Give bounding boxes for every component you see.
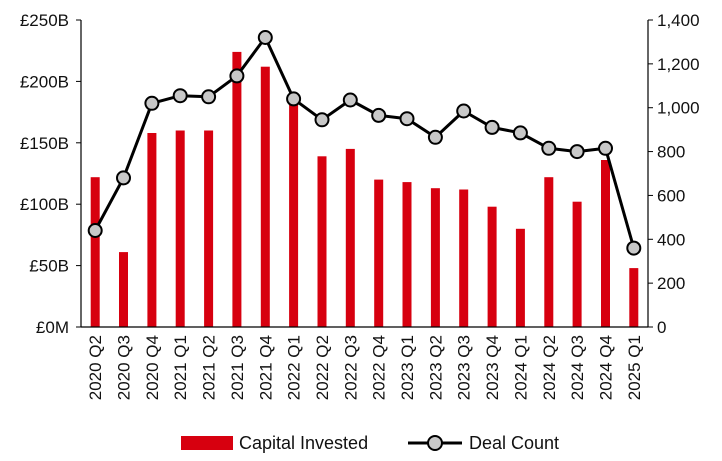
legend: Capital Invested Deal Count	[181, 433, 559, 453]
point-deal-count	[229, 68, 245, 84]
x-axis-tick-label: 2025 Q1	[625, 335, 644, 400]
x-axis-tick-label: 2023 Q2	[426, 335, 445, 400]
x-axis-tick-label: 2021 Q3	[228, 335, 247, 400]
legend-marker-deal-count	[427, 435, 443, 451]
x-axis-tick-label: 2024 Q2	[540, 335, 559, 400]
bar-capital-invested	[601, 160, 610, 327]
point-deal-count	[541, 140, 557, 156]
bar-capital-invested	[487, 206, 497, 327]
bar-capital-invested	[459, 189, 469, 327]
point-deal-count	[427, 129, 443, 145]
bar-capital-invested	[147, 133, 157, 327]
x-axis-tick-label: 2021 Q2	[200, 335, 219, 400]
bar-capital-invested	[119, 252, 128, 327]
bar-capital-invested	[629, 268, 639, 327]
left-axis-tick-label: £150B	[20, 134, 69, 153]
right-axis-tick-label: 1,000	[657, 99, 700, 118]
point-deal-count	[399, 111, 415, 127]
point-deal-count	[512, 125, 528, 141]
right-axis-tick-label: 0	[657, 318, 666, 337]
legend-swatch-capital-invested	[181, 436, 233, 450]
bar-capital-invested	[402, 182, 412, 327]
point-deal-count	[286, 91, 302, 107]
point-deal-count	[144, 95, 160, 111]
point-deal-count	[116, 170, 131, 186]
left-axis-tick-label: £100B	[20, 195, 69, 214]
ticks-layer: £0M £50B £100B £150B £200B £250B 0 200 400 600 800…	[20, 11, 700, 400]
right-axis-tick-label: 400	[657, 230, 685, 249]
x-axis-tick-label: 2021 Q4	[256, 335, 275, 400]
point-deal-count	[342, 92, 358, 108]
point-deal-count	[626, 240, 642, 256]
right-axis-tick-label: 1,400	[657, 11, 700, 30]
x-axis-tick-label: 2020 Q3	[115, 335, 134, 400]
x-axis-tick-label: 2021 Q1	[171, 335, 190, 400]
x-axis-tick-label: 2023 Q1	[398, 335, 417, 400]
point-deal-count	[201, 89, 217, 105]
line-layer	[87, 30, 642, 256]
bar-capital-invested	[374, 179, 384, 327]
x-axis-tick-label: 2023 Q4	[483, 335, 502, 400]
bar-capital-invested	[572, 201, 582, 327]
bar-capital-invested	[515, 228, 525, 327]
point-deal-count	[257, 30, 273, 45]
left-axis-tick-label: £250B	[20, 11, 69, 30]
x-axis-tick-label: 2022 Q4	[370, 335, 389, 400]
right-axis-tick-label: 600	[657, 186, 685, 205]
x-axis-tick-label: 2022 Q2	[313, 335, 332, 400]
point-deal-count	[371, 107, 387, 123]
x-axis-tick-label: 2022 Q3	[341, 335, 360, 400]
right-axis-tick-label: 1,200	[657, 55, 700, 74]
bar-capital-invested	[260, 66, 270, 327]
point-deal-count	[456, 103, 472, 119]
left-axis-tick-label: £200B	[20, 72, 69, 91]
left-axis-tick-label: £0M	[36, 318, 69, 337]
right-axis-tick-label: 200	[657, 274, 685, 293]
point-deal-count	[314, 112, 330, 128]
bar-capital-invested	[289, 103, 299, 327]
left-axis-tick-label: £50B	[29, 257, 69, 276]
bar-capital-invested	[232, 51, 242, 328]
bars-layer	[90, 51, 639, 328]
right-axis-tick-label: 800	[657, 143, 685, 162]
bar-capital-invested	[175, 130, 185, 327]
point-deal-count	[598, 140, 613, 156]
x-axis-tick-label: 2023 Q3	[455, 335, 474, 400]
x-axis-tick-label: 2024 Q1	[511, 335, 530, 400]
x-axis-tick-label: 2024 Q3	[568, 335, 587, 400]
bar-capital-invested	[90, 177, 100, 327]
x-axis-tick-label: 2022 Q1	[285, 335, 304, 400]
bar-capital-invested	[430, 188, 440, 327]
bar-capital-invested	[544, 177, 554, 327]
bar-capital-invested	[345, 148, 355, 327]
x-axis-tick-label: 2020 Q2	[86, 335, 105, 400]
legend-label-deal-count: Deal Count	[469, 433, 559, 453]
bar-capital-invested	[204, 130, 214, 327]
point-deal-count	[172, 88, 188, 104]
bar-capital-invested	[317, 156, 327, 327]
x-axis-tick-label: 2020 Q4	[143, 335, 162, 400]
axes-layer	[80, 20, 649, 328]
x-axis-tick-label: 2024 Q4	[596, 335, 615, 400]
point-deal-count	[569, 144, 585, 160]
point-deal-count	[87, 223, 103, 238]
legend-label-capital-invested: Capital Invested	[239, 433, 368, 453]
point-deal-count	[484, 119, 500, 135]
